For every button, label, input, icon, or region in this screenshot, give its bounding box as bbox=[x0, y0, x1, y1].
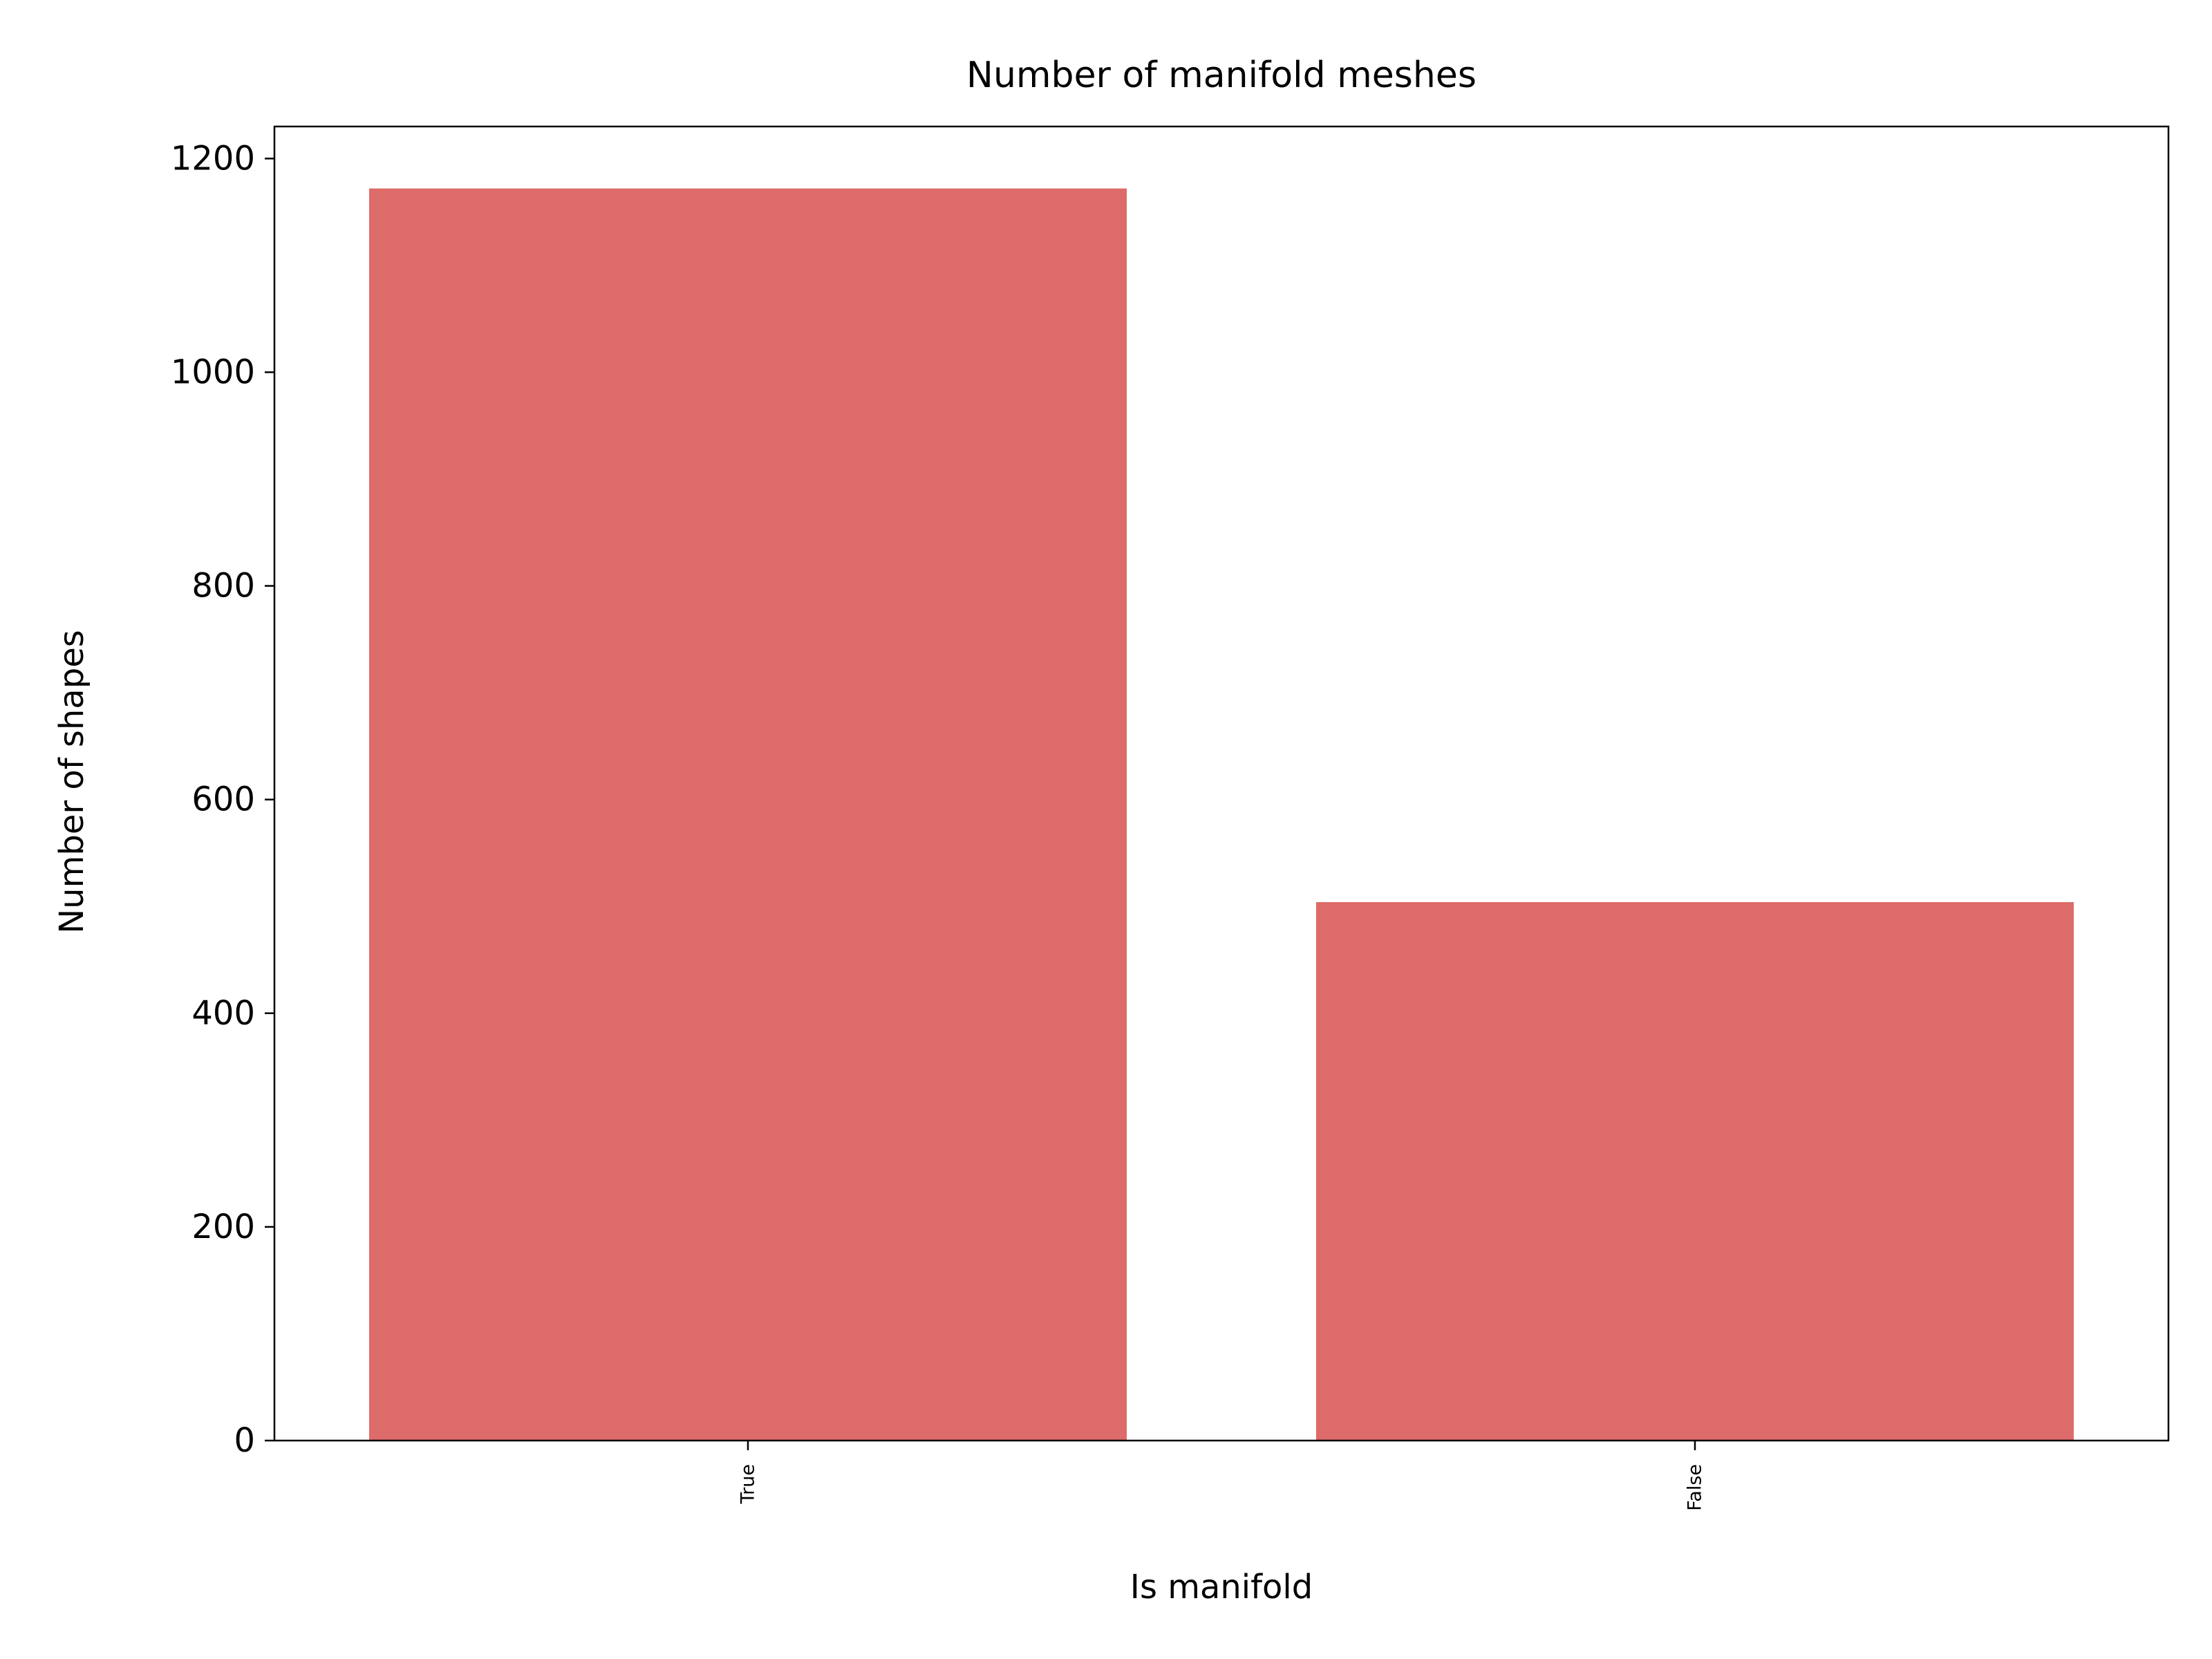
y-tick-label: 200 bbox=[191, 1208, 255, 1246]
bars-layer bbox=[369, 188, 2074, 1441]
y-tick-label: 400 bbox=[191, 994, 255, 1033]
y-tick-label: 0 bbox=[234, 1421, 255, 1460]
axes-layer: True False 0 200 400 600 800 1000 1200 bbox=[171, 125, 2170, 1511]
chart-title: Number of manifold meshes bbox=[966, 55, 1477, 96]
y-axis-label: Number of shapes bbox=[53, 630, 91, 933]
bar-false bbox=[1316, 902, 2074, 1441]
y-tick-label: 600 bbox=[191, 780, 255, 819]
y-tick-label: 1000 bbox=[171, 353, 255, 391]
x-axis-label: Is manifold bbox=[1130, 1568, 1313, 1606]
bar-true bbox=[369, 188, 1127, 1441]
y-tick-label: 800 bbox=[191, 567, 255, 606]
x-tick-label: False bbox=[1685, 1464, 1706, 1511]
x-tick-label: True bbox=[738, 1464, 759, 1504]
plot-frame bbox=[273, 125, 2170, 1442]
y-tick-label: 1200 bbox=[171, 139, 255, 178]
